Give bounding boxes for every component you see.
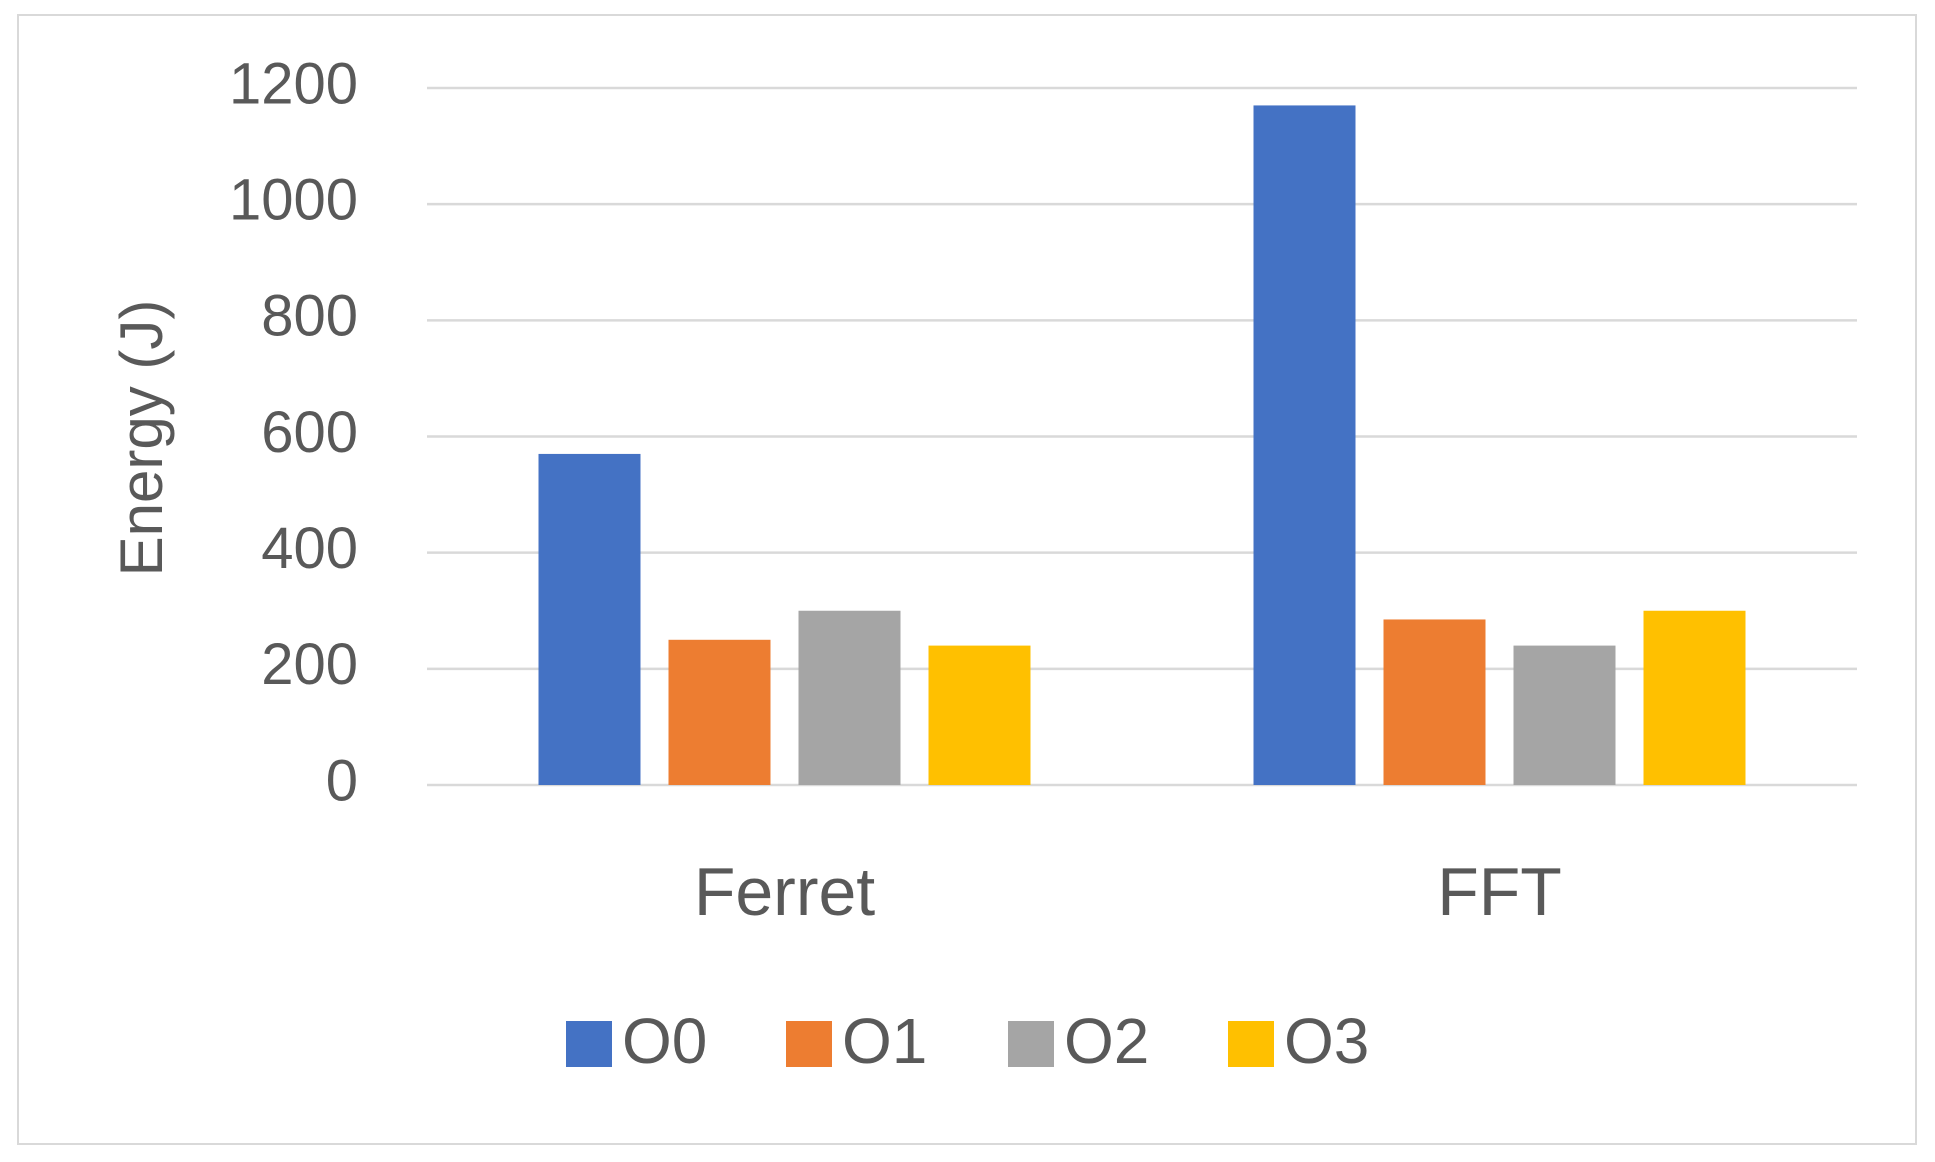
legend-swatch xyxy=(1008,1021,1054,1067)
legend-swatch xyxy=(566,1021,612,1067)
bar xyxy=(1513,645,1616,785)
y-tick-label: 600 xyxy=(261,400,358,465)
bar xyxy=(928,645,1031,785)
y-axis-label: Energy (J) xyxy=(108,300,175,577)
legend-label: O3 xyxy=(1284,1005,1369,1077)
legend-swatch xyxy=(786,1021,832,1067)
legend-label: O1 xyxy=(842,1005,927,1077)
x-tick-label: Ferret xyxy=(694,854,875,930)
y-tick-label: 0 xyxy=(326,748,358,813)
bar xyxy=(798,610,901,785)
bar xyxy=(1253,105,1356,786)
y-tick-label: 200 xyxy=(261,632,358,697)
bar xyxy=(538,453,641,785)
y-tick-label: 1000 xyxy=(229,167,358,232)
legend-label: O0 xyxy=(622,1005,707,1077)
y-tick-label: 800 xyxy=(261,284,358,349)
bar xyxy=(1383,619,1486,785)
y-tick-label: 1200 xyxy=(229,51,358,116)
legend-label: O2 xyxy=(1064,1005,1149,1077)
legend-swatch xyxy=(1228,1021,1274,1067)
bar xyxy=(1643,610,1746,785)
bar xyxy=(668,639,771,785)
x-tick-label: FFT xyxy=(1437,854,1562,930)
y-tick-label: 400 xyxy=(261,516,358,581)
